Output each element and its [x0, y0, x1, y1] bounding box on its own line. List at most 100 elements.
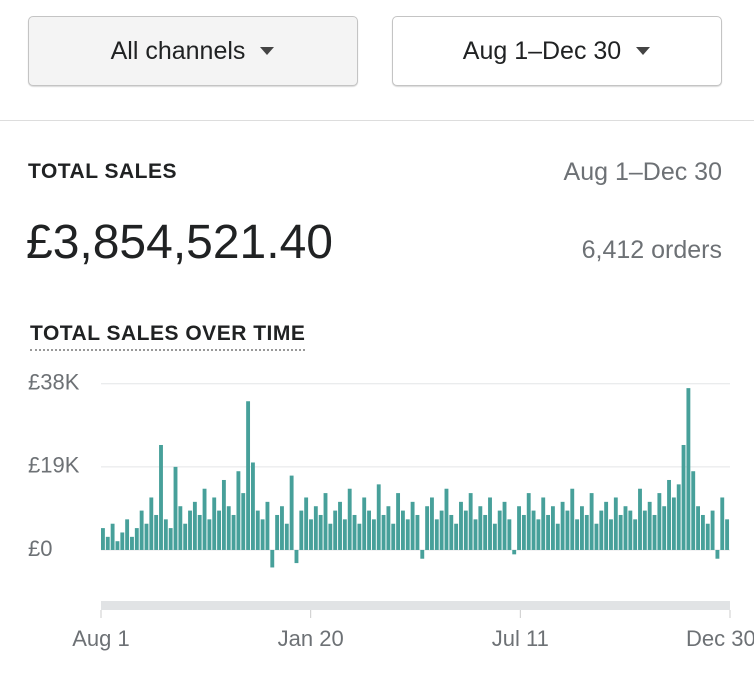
bar: [246, 401, 251, 550]
bar: [430, 497, 434, 550]
bar: [720, 497, 725, 550]
bar: [575, 519, 580, 550]
bar: [168, 528, 173, 550]
bar: [178, 506, 183, 550]
bar: [570, 488, 575, 550]
bar: [284, 523, 289, 550]
bar: [633, 519, 638, 550]
x-tick-label: Jan 20: [278, 626, 344, 651]
bar: [405, 519, 410, 550]
scroll-track: [101, 601, 730, 610]
bar: [449, 514, 454, 550]
bar: [705, 523, 710, 550]
bar: [280, 506, 284, 550]
bar: [676, 484, 681, 550]
bar: [415, 514, 420, 550]
bar: [241, 493, 246, 550]
bar: [144, 523, 149, 550]
bar: [313, 506, 318, 550]
bar: [425, 506, 430, 550]
bar: [236, 471, 241, 550]
bar: [323, 493, 328, 550]
channel-dropdown[interactable]: All channels: [28, 16, 358, 86]
bar: [173, 466, 178, 550]
bar: [550, 506, 555, 550]
bar: [110, 523, 115, 550]
bar: [623, 506, 628, 550]
y-tick-label: £19K: [28, 453, 80, 478]
bar: [357, 523, 362, 550]
bar: [497, 510, 502, 550]
bar: [400, 510, 405, 550]
bar: [647, 501, 652, 550]
bar: [454, 523, 459, 550]
bar: [183, 523, 188, 550]
bar: [226, 506, 231, 550]
bar: [376, 484, 381, 550]
bar: [488, 497, 492, 550]
bar: [275, 514, 280, 550]
bar: [725, 519, 730, 550]
bar: [517, 506, 521, 550]
bar: [700, 514, 705, 550]
bar: [294, 549, 299, 564]
bar: [478, 506, 483, 550]
bar: [584, 514, 589, 550]
date-label: Aug 1–Dec 30: [462, 36, 622, 65]
summary-title: TOTAL SALES: [28, 160, 178, 183]
bar: [502, 501, 507, 550]
bar: [444, 488, 449, 550]
bar: [101, 528, 105, 550]
caret: [636, 47, 651, 55]
bar: [696, 506, 701, 550]
bar: [391, 523, 396, 550]
bar: [565, 510, 570, 550]
bar: [526, 493, 531, 550]
bar: [613, 497, 618, 550]
x-tick-label: Aug 1: [72, 626, 130, 651]
bar: [159, 444, 163, 550]
bar: [473, 519, 478, 550]
bar: [483, 514, 488, 550]
bar: [642, 510, 647, 550]
bar: [149, 497, 154, 550]
bar: [134, 528, 139, 550]
bar: [512, 549, 517, 555]
bar: [521, 514, 526, 550]
bar: [468, 493, 473, 550]
bar: [691, 471, 696, 550]
caret: [260, 47, 275, 55]
bar: [657, 493, 662, 550]
channel-label: All channels: [110, 36, 246, 65]
bar: [420, 549, 425, 559]
bar: [105, 536, 110, 550]
bar: [154, 514, 159, 550]
bar: [589, 493, 594, 550]
summary-date: Aug 1–Dec 30: [563, 158, 722, 186]
bar: [459, 501, 463, 550]
bar: [531, 510, 536, 550]
bar: [139, 510, 144, 550]
bar: [507, 519, 512, 550]
bar: [638, 488, 642, 550]
bar: [715, 549, 720, 559]
total-sales: £3,854,521.40: [26, 216, 333, 269]
bar: [560, 501, 565, 550]
bar: [541, 497, 546, 550]
divider: [0, 120, 754, 121]
bar: [439, 510, 444, 550]
bar: [599, 510, 604, 550]
date-dropdown[interactable]: Aug 1–Dec 30: [392, 16, 722, 86]
bar: [197, 514, 202, 550]
bar: [202, 488, 207, 550]
bar: [594, 523, 599, 550]
bar: [463, 510, 468, 550]
bar: [609, 519, 613, 550]
bar: [410, 501, 415, 550]
bar: [333, 510, 338, 550]
bar: [371, 519, 376, 550]
bar: [396, 493, 401, 550]
y-tick-label: £0: [28, 536, 52, 561]
bar: [299, 510, 304, 550]
